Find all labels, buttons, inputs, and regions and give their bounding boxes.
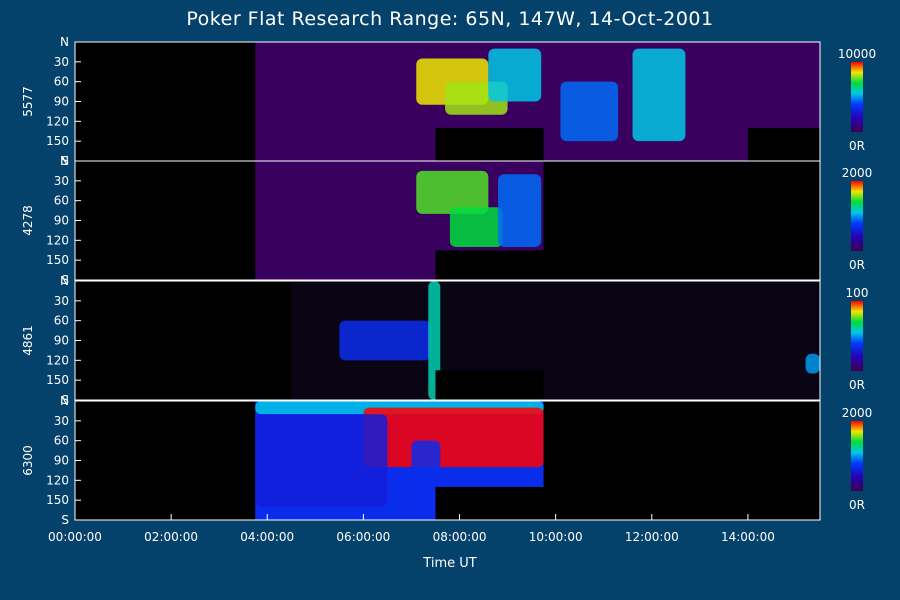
panel-4278-ytick-label-6: S [61,273,69,287]
panel-6300-band-1 [363,407,544,468]
panel-6300-ytick-label-6: S [61,513,69,527]
colorbar-4278 [851,181,863,251]
panel-6300-band-3 [411,440,441,520]
panel-4861-ytick-label-0: N [60,274,69,288]
colorbar-6300-min: 0R [849,498,865,512]
panel-4278-ytick-label-0: N [60,154,69,168]
xtick-label-1: 02:00:00 [144,530,198,544]
panel-4861-ytick-label-3: 90 [54,334,69,348]
colorbar-5577-max: 10000 [838,47,876,61]
colorbar-5577 [851,62,863,132]
panel-5577-band-2 [488,48,542,102]
colorbar-4278-max: 2000 [842,166,873,180]
xtick-label-0: 00:00:00 [48,530,102,544]
xtick-label-4: 08:00:00 [433,530,487,544]
colorbar-4861-max: 100 [846,286,869,300]
panel-4861-ytick-label-4: 120 [46,353,69,367]
panel-5577-ytick-label-1: 30 [54,55,69,69]
panel-4278-gap-0 [435,250,544,280]
panel-5577-ytick-label-3: 90 [54,95,69,109]
xtick-label-7: 14:00:00 [721,530,775,544]
panel-6300-gap-1 [543,401,820,520]
panel-4278-gap-1 [543,161,820,280]
panel-5577-ytick-label-4: 120 [46,114,69,128]
colorbar-4278-min: 0R [849,258,865,272]
panel-4278-band-0 [416,170,489,214]
panel-4861-band-2 [805,353,820,374]
panel-4861-label: 4861 [21,325,35,356]
panel-4861-gap-0 [435,370,544,400]
xtick-label-3: 06:00:00 [336,530,390,544]
panel-4861-ytick-label-2: 60 [54,314,69,328]
panel-4861-ytick-label-5: 150 [46,373,69,387]
panel-4278-band-2 [497,174,542,247]
panel-6300-gap-0 [435,486,544,520]
x-axis-label: Time UT [423,556,477,571]
panel-5577-ytick-label-5: 150 [46,134,69,148]
panel-6300-ytick-label-5: 150 [46,493,69,507]
panel-4278-ytick-label-2: 60 [54,194,69,208]
panel-5577-ytick-label-6: S [61,154,69,168]
panel-6300-ytick-label-0: N [60,394,69,408]
panel-4861-ytick-label-6: S [61,393,69,407]
panel-4278-ytick-label-4: 120 [46,233,69,247]
panel-4278-ytick-label-1: 30 [54,174,69,188]
panel-4278-ytick-label-5: 150 [46,253,69,267]
panel-6300-label: 6300 [21,445,35,476]
panel-4861-ytick-label-1: 30 [54,294,69,308]
panel-6300-ytick-label-4: 120 [46,473,69,487]
chart-title: Poker Flat Research Range: 65N, 147W, 14… [186,8,714,30]
panel-5577-label: 5577 [21,86,35,117]
colorbar-4861-min: 0R [849,378,865,392]
panel-6300-ytick-label-1: 30 [54,414,69,428]
panel-5577-band-3 [632,48,686,142]
panel-6300-ytick-label-2: 60 [54,434,69,448]
panel-6300-band-2 [255,414,388,507]
panel-5577-ytick-label-2: 60 [54,75,69,89]
panel-5577-band-4 [560,81,619,142]
colorbar-6300 [851,421,863,491]
panel-5577-gap-0 [435,127,544,161]
colorbar-5577-min: 0R [849,139,865,153]
panel-4861-band-0 [339,320,431,361]
panel-5577-ytick-label-0: N [60,35,69,49]
xtick-label-6: 12:00:00 [625,530,679,544]
xtick-label-2: 04:00:00 [240,530,294,544]
colorbar-6300-max: 2000 [842,406,873,420]
panel-4278-ytick-label-3: 90 [54,214,69,228]
panel-6300-ytick-label-3: 90 [54,454,69,468]
panel-4278-label: 4278 [21,205,35,236]
colorbar-4861 [851,301,863,371]
panel-4278-band-1 [449,207,503,247]
xtick-label-5: 10:00:00 [529,530,583,544]
panel-5577-gap-1 [747,127,820,161]
